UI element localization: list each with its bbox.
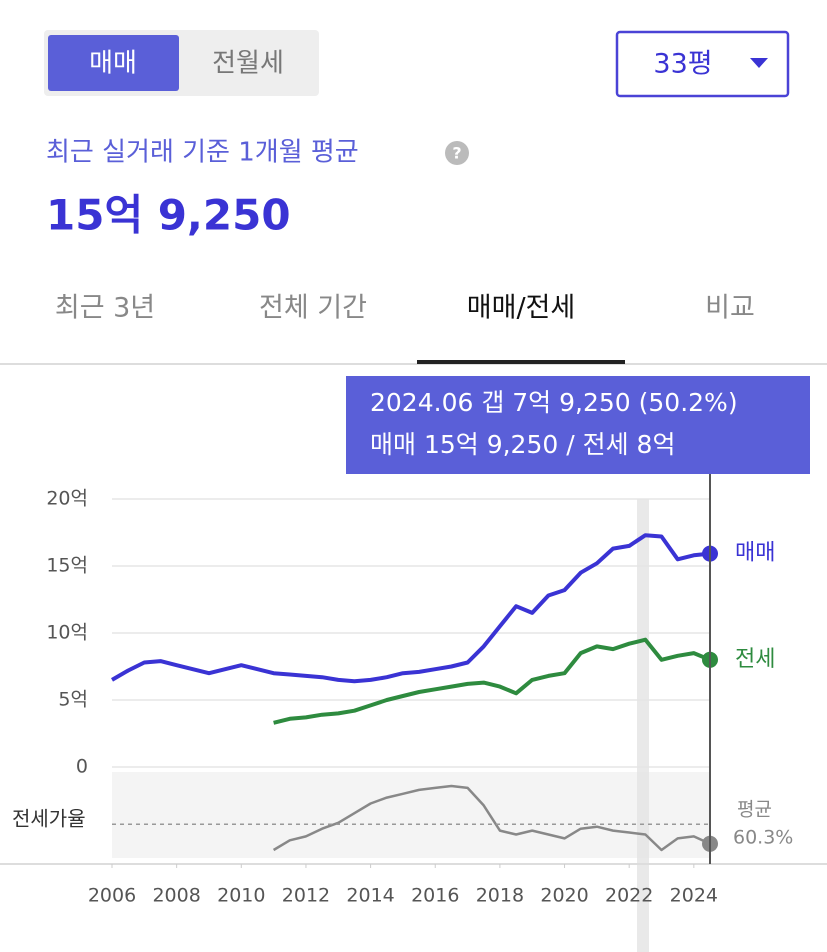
- hover-band: [637, 499, 649, 952]
- chart: 0 5억 10억 15억 20억 2006 2008 2010 2012 2014 2016 2018…: [0, 376, 827, 952]
- tab[interactable]: 매매/전세: [467, 293, 575, 324]
- help-icon-mark: ?: [452, 144, 461, 163]
- toggle-option[interactable]: 매매: [89, 49, 137, 79]
- x-tick-label: 2024: [670, 885, 718, 907]
- tab[interactable]: 전체 기간: [259, 293, 367, 324]
- tab[interactable]: 최근 3년: [55, 293, 155, 324]
- summary-price: 15억 9,250: [46, 191, 291, 240]
- y-tick-label: 5억: [58, 689, 88, 711]
- x-tick-label: 2020: [540, 885, 588, 907]
- tabs: 최근 3년 전체 기간 매매/전세 비교: [55, 293, 755, 364]
- toggle-option[interactable]: 전월세: [212, 49, 284, 79]
- average-name: 평균: [737, 799, 772, 821]
- x-tick-label: 2014: [346, 885, 394, 907]
- tooltip-box: [346, 376, 810, 474]
- ratio-panel: [112, 772, 710, 858]
- legend-label: 매매: [735, 541, 775, 566]
- tab[interactable]: 비교: [705, 293, 755, 324]
- x-tick-label: 2008: [152, 885, 200, 907]
- series-line: [273, 637, 711, 725]
- x-tick-label: 2010: [217, 885, 265, 907]
- tab-underline: [417, 360, 625, 364]
- toggle-selected[interactable]: [48, 35, 179, 91]
- y-tick-label: 10억: [46, 622, 88, 644]
- y-tick-label: 0: [76, 756, 88, 778]
- average-value: 60.3%: [733, 827, 793, 849]
- x-tick-label: 2012: [282, 885, 330, 907]
- y-tick-label: 20억: [46, 488, 88, 510]
- x-tick-label: 2006: [88, 885, 136, 907]
- tooltip-line: 2024.06 갭 7억 9,250 (50.2%): [370, 388, 738, 417]
- size-select-label[interactable]: 33평: [653, 49, 712, 80]
- size-select[interactable]: [615, 30, 790, 98]
- series-line: [110, 533, 711, 684]
- tooltip-line: 매매 15억 9,250 / 전세 8억: [370, 430, 675, 459]
- x-tick-label: 2022: [605, 885, 653, 907]
- summary-caption: 최근 실거래 기준 1개월 평균: [46, 138, 359, 168]
- x-tick-label: 2018: [476, 885, 524, 907]
- legend-label: 전세: [735, 647, 775, 672]
- series-line: [272, 784, 711, 852]
- ratio-label: 전세가율: [12, 807, 86, 831]
- x-tick-label: 2016: [411, 885, 459, 907]
- help-icon[interactable]: [445, 141, 469, 165]
- y-tick-label: 15억: [46, 555, 88, 577]
- dropdown-arrow: [750, 58, 768, 68]
